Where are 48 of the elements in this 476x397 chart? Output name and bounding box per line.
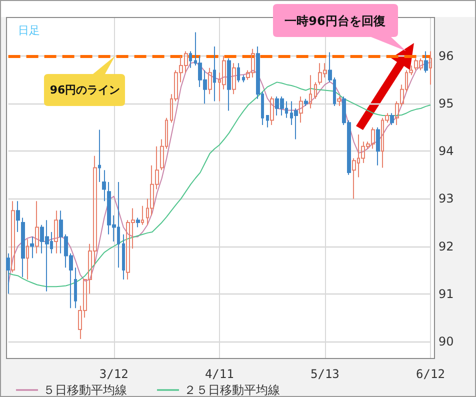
y-tick-label: 91 xyxy=(438,286,454,301)
legend-label: ２５日移動平均線 xyxy=(184,383,280,397)
candlestick xyxy=(141,205,144,226)
candlestick xyxy=(314,82,317,100)
candlestick xyxy=(299,96,303,124)
y-tick-label: 96 xyxy=(438,49,454,64)
x-tick-label: 3/12 xyxy=(99,367,128,381)
candlestick xyxy=(227,58,231,112)
candlestick xyxy=(266,114,269,128)
candlestick xyxy=(429,50,432,86)
x-tick-label: 4/11 xyxy=(204,367,234,381)
candlestick xyxy=(35,200,39,254)
candlestick xyxy=(30,236,34,259)
candlestick xyxy=(424,50,428,74)
candlestick xyxy=(390,112,394,126)
candlestick xyxy=(337,96,341,106)
candlestick xyxy=(54,210,58,254)
candlestick xyxy=(189,50,192,68)
candlestick xyxy=(11,200,15,273)
candlestick xyxy=(237,62,240,83)
candlestick xyxy=(213,46,216,102)
candlestick xyxy=(26,238,29,280)
text: 日足 xyxy=(18,24,40,37)
y-tick-label: 94 xyxy=(438,144,454,158)
candlestick xyxy=(309,74,312,109)
candlestick xyxy=(122,234,125,280)
candlestick xyxy=(102,170,106,202)
candlestick xyxy=(232,62,236,95)
candlestick xyxy=(16,200,20,232)
candlestick xyxy=(136,217,140,228)
candlestick xyxy=(208,67,212,95)
x-tick-label: 6/12 xyxy=(416,367,445,381)
y-tick-label: 90 xyxy=(438,334,454,348)
y-tick-label: 93 xyxy=(438,192,454,206)
y-tick-label: 92 xyxy=(438,239,454,254)
candlestick xyxy=(74,267,77,309)
candlestick xyxy=(376,126,380,166)
candlestick xyxy=(6,252,10,294)
x-tick-label: 5/13 xyxy=(310,367,340,381)
candlestick xyxy=(242,74,245,83)
legend-label: ５日移動平均線 xyxy=(43,383,127,397)
ref-line-label: 96円のライン xyxy=(50,84,120,96)
y-tick-label: 95 xyxy=(438,96,454,111)
annotation: 一時96円台を回復 xyxy=(284,14,386,28)
candlestick xyxy=(304,98,308,106)
candlestick xyxy=(21,217,25,278)
candlestick xyxy=(98,129,101,183)
candlestick xyxy=(270,96,274,126)
